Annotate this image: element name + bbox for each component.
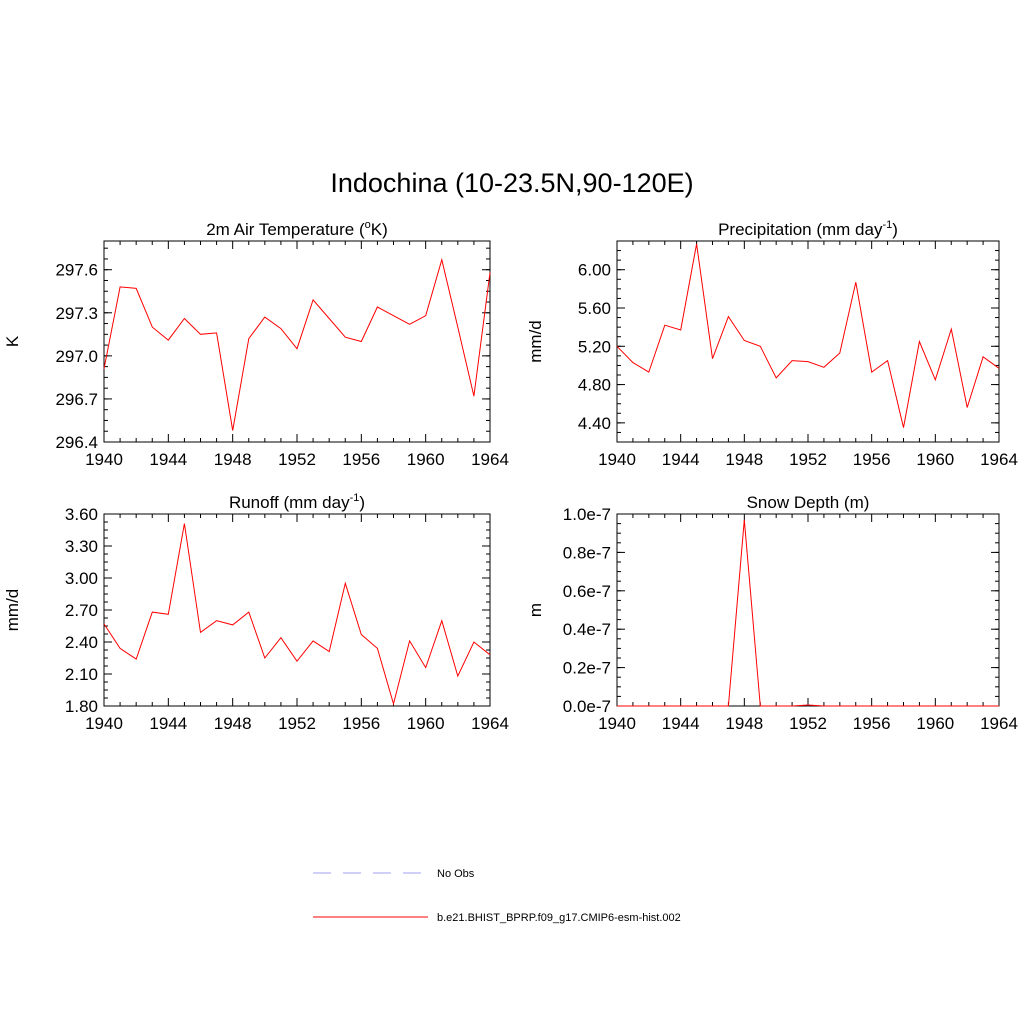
x-tick-label: 1948	[725, 450, 763, 469]
y-tick-label: 296.7	[55, 390, 98, 409]
y-tick-label: 0.2e-7	[563, 659, 611, 678]
y-tick-label: 2.70	[65, 601, 98, 620]
legend-label: b.e21.BHIST_BPRP.f09_g17.CMIP6-esm-hist.…	[437, 912, 681, 924]
panel-title: Runoff (mm day-1)	[229, 492, 365, 512]
y-tick-label: 0.8e-7	[563, 543, 611, 562]
series-line	[103, 257, 491, 431]
y-tick-label: 297.3	[55, 304, 98, 323]
x-tick-label: 1948	[214, 714, 252, 733]
series-line	[617, 519, 999, 707]
y-tick-label: 297.6	[55, 261, 98, 280]
panel-3: Runoff (mm day-1) mm/d 1.80 2.10 2.40 2.70 3.0…	[3, 492, 509, 733]
x-tick-label: 1940	[598, 450, 636, 469]
plot-frame	[616, 240, 1000, 443]
y-tick-label: 0.0e-7	[563, 697, 611, 716]
legend: No Obs b.e21.BHIST_BPRP.f09_g17.CMIP6-esm…	[313, 868, 681, 924]
panel-title: Precipitation (mm day-1)	[718, 219, 898, 239]
x-tick-label: 1960	[407, 450, 445, 469]
y-tick-label: 0.6e-7	[563, 582, 611, 601]
x-tick-label: 1952	[278, 450, 316, 469]
x-tick-label: 1952	[789, 714, 827, 733]
x-tick-label: 1960	[916, 450, 954, 469]
y-axis-label: mm/d	[526, 320, 545, 363]
panel-2: Precipitation (mm day-1) mm/d 4.40 4.80 5.20…	[526, 219, 1018, 469]
x-tick-label: 1952	[278, 714, 316, 733]
y-tick-label: 1.80	[65, 697, 98, 716]
x-tick-label: 1964	[980, 714, 1018, 733]
panel-4: Snow Depth (m) m 0.0e-7 0.2e-7 0.4e-7 0.6e-7 0…	[526, 493, 1018, 733]
y-tick-label: 6.00	[578, 261, 611, 280]
x-tick-label: 1952	[789, 450, 827, 469]
y-tick-label: 3.30	[65, 537, 98, 556]
x-tick-label: 1964	[471, 450, 509, 469]
y-tick-label: 2.40	[65, 633, 98, 652]
series-line	[103, 523, 491, 706]
x-tick-label: 1944	[662, 714, 700, 733]
y-tick-label: 4.40	[578, 414, 611, 433]
x-tick-label: 1944	[662, 450, 700, 469]
y-tick-label: 3.60	[65, 505, 98, 524]
y-tick-label: 1.0e-7	[563, 505, 611, 524]
panel-title: 2m Air Temperature (oK)	[206, 219, 388, 239]
x-tick-label: 1948	[214, 450, 252, 469]
plot-frame	[616, 513, 1000, 707]
y-axis-label: K	[3, 335, 22, 347]
plot-frame	[103, 240, 491, 443]
y-tick-label: 296.4	[55, 433, 98, 452]
x-tick-label: 1956	[342, 714, 380, 733]
y-tick-label: 4.80	[578, 376, 611, 395]
y-tick-label: 2.10	[65, 665, 98, 684]
y-tick-label: 5.20	[578, 337, 611, 356]
x-tick-label: 1940	[85, 450, 123, 469]
y-axis-label: m	[526, 603, 545, 617]
x-tick-label: 1940	[598, 714, 636, 733]
x-tick-label: 1956	[853, 714, 891, 733]
x-tick-label: 1960	[916, 714, 954, 733]
x-tick-label: 1956	[342, 450, 380, 469]
y-tick-label: 5.60	[578, 299, 611, 318]
x-tick-label: 1960	[407, 714, 445, 733]
figure-title: Indochina (10-23.5N,90-120E)	[330, 168, 694, 198]
x-tick-label: 1944	[149, 714, 187, 733]
plot-frame	[103, 513, 491, 707]
series-line	[616, 243, 1000, 428]
x-tick-label: 1964	[980, 450, 1018, 469]
legend-label: No Obs	[437, 868, 475, 880]
x-tick-label: 1956	[853, 450, 891, 469]
x-tick-label: 1964	[471, 714, 509, 733]
y-tick-label: 3.00	[65, 569, 98, 588]
y-tick-label: 0.4e-7	[563, 620, 611, 639]
x-tick-label: 1948	[725, 714, 763, 733]
x-tick-label: 1944	[149, 450, 187, 469]
panel-1: 2m Air Temperature (oK) K 296.4 296.7 297.0 2…	[3, 219, 509, 469]
x-tick-label: 1940	[85, 714, 123, 733]
y-axis-label: mm/d	[3, 589, 22, 632]
panel-title: Snow Depth (m)	[747, 493, 870, 512]
y-tick-label: 297.0	[55, 347, 98, 366]
